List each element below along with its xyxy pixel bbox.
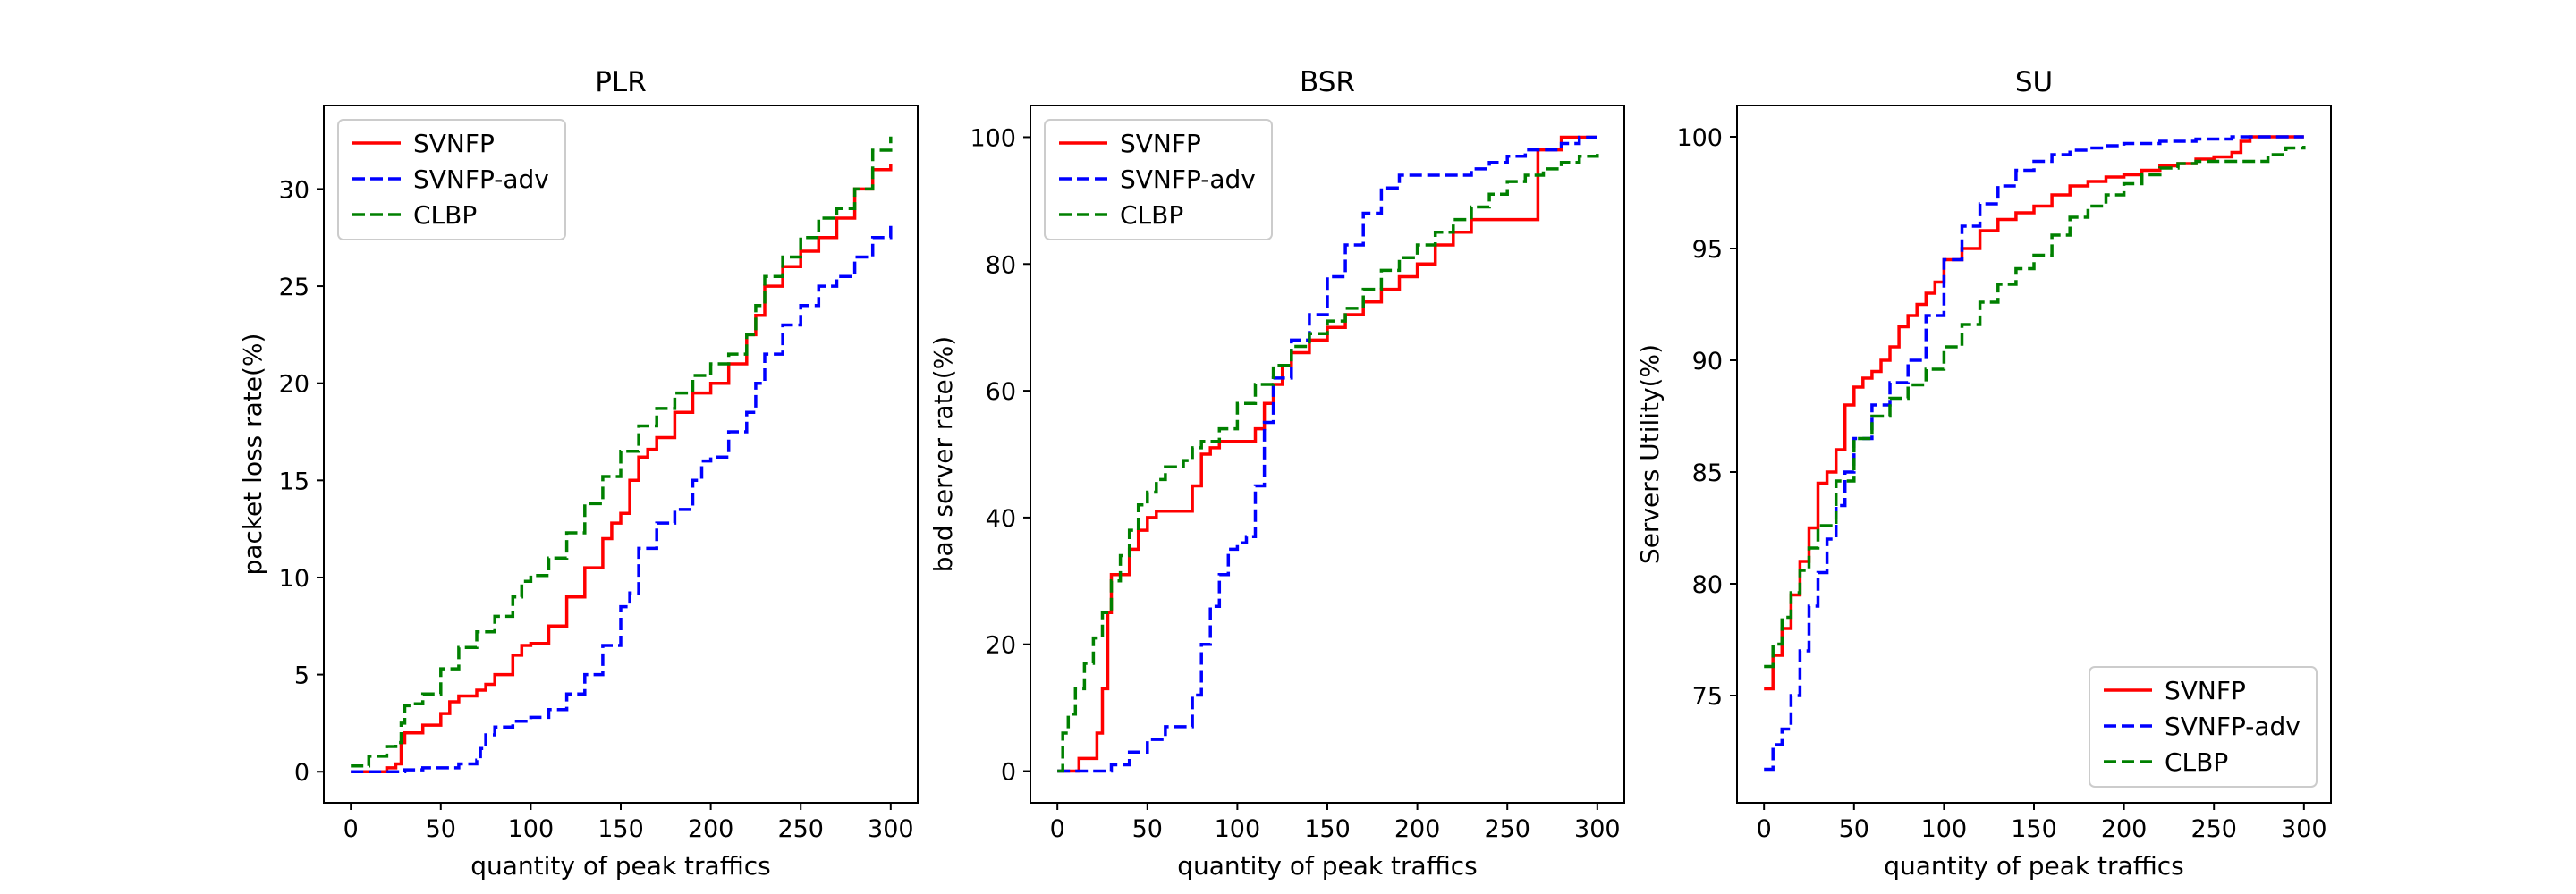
x-tick-label: 150 [1304, 815, 1351, 843]
series-line-clbp [1764, 146, 2306, 669]
y-axis-ticks: 75 80 85 90 95 100 [1676, 124, 1737, 711]
y-tick-label: 80 [1692, 571, 1723, 599]
y-tick-label: 80 [986, 251, 1016, 279]
legend-label-svnfp: SVNFP [413, 129, 495, 158]
y-tick-label: 20 [279, 371, 309, 399]
x-axis-label: quantity of peak traffics [1884, 851, 2184, 881]
legend-label-svnfp: SVNFP [2165, 676, 2246, 705]
legend: SVNFP SVNFP-adv CLBP [2089, 666, 2318, 788]
legend-label-clbp: CLBP [2165, 747, 2228, 777]
panel-plr: PLR 0 50 100 150 200 250 300 0 5 10 15 20 25 30 quan… [238, 66, 919, 881]
legend-frame [1044, 119, 1273, 240]
x-axis-ticks: 0 50 100 150 200 250 300 [343, 803, 914, 843]
y-tick-label: 100 [1676, 124, 1723, 152]
y-tick-label: 30 [279, 176, 309, 204]
y-tick-label: 15 [279, 468, 309, 495]
y-tick-label: 20 [986, 632, 1016, 660]
y-tick-label: 5 [294, 662, 309, 690]
x-tick-label: 300 [2281, 815, 2327, 843]
x-tick-label: 250 [2190, 815, 2237, 843]
x-tick-label: 100 [508, 815, 555, 843]
y-tick-label: 60 [986, 378, 1016, 406]
y-axis-ticks: 0 5 10 15 20 25 30 [279, 176, 324, 787]
legend-label-svnfp: SVNFP [1120, 129, 1201, 158]
y-tick-label: 0 [294, 759, 309, 787]
series-line-svnfp-adv [1764, 135, 2304, 772]
x-tick-label: 200 [688, 815, 734, 843]
x-axis-label: quantity of peak traffics [470, 851, 771, 881]
x-axis-ticks: 0 50 100 150 200 250 300 [1050, 803, 1621, 843]
x-tick-label: 0 [1050, 815, 1065, 843]
x-tick-label: 100 [1215, 815, 1261, 843]
legend-frame [337, 119, 566, 240]
legend-label-clbp: CLBP [1120, 200, 1183, 230]
y-tick-label: 10 [279, 565, 309, 593]
x-tick-label: 300 [1574, 815, 1621, 843]
x-tick-label: 50 [1132, 815, 1163, 843]
series-line-svnfp-adv [1057, 135, 1597, 773]
x-tick-label: 0 [343, 815, 359, 843]
legend-label-svnfp-adv: SVNFP-adv [2165, 712, 2301, 741]
chart-title: PLR [595, 66, 647, 98]
y-axis-ticks: 0 20 40 60 80 100 [970, 124, 1030, 787]
panel-su: SU 0 50 100 150 200 250 300 75 80 85 90 95 100 quan… [1635, 66, 2332, 881]
x-tick-label: 0 [1757, 815, 1772, 843]
y-axis-label: packet loss rate(%) [238, 333, 267, 576]
x-tick-label: 300 [868, 815, 914, 843]
y-tick-label: 75 [1692, 683, 1723, 711]
series-line-svnfp [351, 164, 893, 773]
series-line-clbp [1057, 149, 1599, 773]
y-tick-label: 40 [986, 505, 1016, 533]
legend: SVNFP SVNFP-adv CLBP [337, 119, 566, 240]
x-tick-label: 150 [597, 815, 644, 843]
x-tick-label: 50 [1839, 815, 1869, 843]
y-tick-label: 100 [970, 124, 1016, 152]
chart-title: BSR [1300, 66, 1355, 98]
panel-bsr: BSR 0 50 100 150 200 250 300 0 20 40 60 80 100 quan… [928, 66, 1625, 881]
x-tick-label: 200 [2101, 815, 2148, 843]
y-tick-label: 90 [1692, 348, 1723, 375]
x-tick-label: 200 [1394, 815, 1441, 843]
legend: SVNFP SVNFP-adv CLBP [1044, 119, 1273, 240]
x-axis-ticks: 0 50 100 150 200 250 300 [1757, 803, 2327, 843]
series-layer [1764, 135, 2306, 772]
y-axis-label: bad server rate(%) [928, 336, 958, 572]
legend-label-svnfp-adv: SVNFP-adv [413, 164, 549, 194]
series-line-svnfp-adv [351, 222, 893, 773]
x-tick-label: 50 [426, 815, 456, 843]
x-tick-label: 250 [777, 815, 824, 843]
x-tick-label: 250 [1484, 815, 1530, 843]
y-tick-label: 25 [279, 274, 309, 301]
series-layer [1057, 135, 1599, 773]
x-tick-label: 100 [1921, 815, 1968, 843]
y-tick-label: 0 [1001, 759, 1016, 787]
legend-frame [2089, 666, 2318, 788]
y-axis-label: Servers Utility(%) [1635, 344, 1665, 564]
y-tick-label: 85 [1692, 460, 1723, 487]
y-tick-label: 95 [1692, 236, 1723, 264]
chart-title: SU [2015, 66, 2053, 98]
x-axis-label: quantity of peak traffics [1177, 851, 1478, 881]
legend-label-clbp: CLBP [413, 200, 477, 230]
legend-label-svnfp-adv: SVNFP-adv [1120, 164, 1256, 194]
series-layer [351, 136, 893, 773]
x-tick-label: 150 [2011, 815, 2057, 843]
